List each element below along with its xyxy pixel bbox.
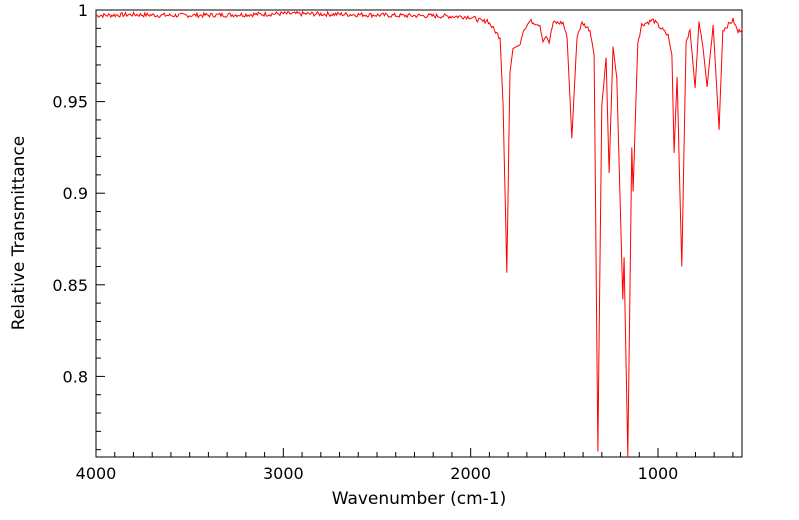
x-tick-label: 2000 <box>450 464 491 483</box>
plot-frame <box>95 9 743 458</box>
y-tick-label: 0.8 <box>63 367 88 386</box>
y-tick-label: 0.9 <box>63 184 88 203</box>
y-axis-ticks: 0.8 0.85 0.9 0.95 1 <box>52 1 105 451</box>
y-tick-label: 1 <box>78 1 88 20</box>
x-tick-label: 1000 <box>638 464 679 483</box>
x-axis-label: Wavenumber (cm-1) <box>332 489 507 509</box>
y-tick-label: 0.85 <box>52 276 88 295</box>
y-tick-label: 0.95 <box>52 93 88 112</box>
y-axis-label: Relative Transmittance <box>9 136 29 331</box>
x-axis-ticks: 4000 3000 2000 1000 <box>76 448 734 483</box>
x-tick-label: 3000 <box>263 464 304 483</box>
series-line-spectrum <box>95 10 743 458</box>
x-tick-label: 4000 <box>76 464 117 483</box>
